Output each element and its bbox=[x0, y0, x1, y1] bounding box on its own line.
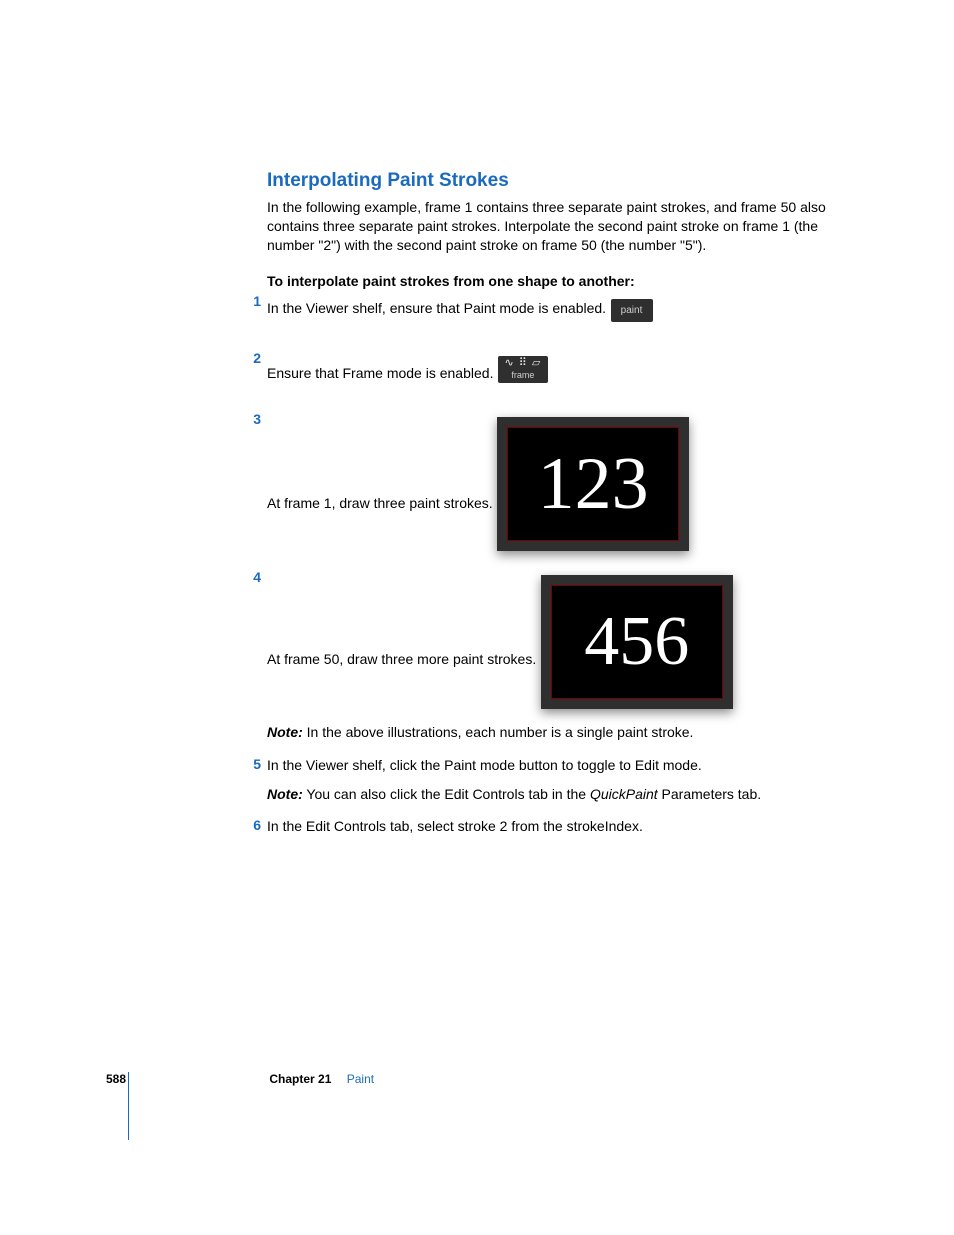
figure-456: 456 bbox=[541, 575, 733, 709]
step-3: 3 At frame 1, draw three paint strokes. … bbox=[267, 411, 857, 555]
step-number: 6 bbox=[247, 817, 261, 833]
step-5-note: Note: You can also click the Edit Contro… bbox=[267, 785, 857, 804]
step-text: At frame 50, draw three more paint strok… bbox=[267, 651, 536, 667]
step-number: 2 bbox=[247, 350, 261, 366]
step-6: 6 In the Edit Controls tab, select strok… bbox=[267, 817, 857, 836]
figure-123-text: 123 bbox=[538, 447, 649, 521]
step-text: At frame 1, draw three paint strokes. bbox=[267, 495, 493, 511]
procedure-heading: To interpolate paint strokes from one sh… bbox=[267, 273, 857, 289]
figure-123: 123 bbox=[497, 417, 689, 551]
step-1: 1 In the Viewer shelf, ensure that Paint… bbox=[267, 293, 857, 336]
page-number: 588 bbox=[106, 1072, 126, 1086]
note-text-pre: You can also click the Edit Controls tab… bbox=[303, 786, 590, 802]
footer-rule bbox=[128, 1072, 129, 1140]
chapter-name: Paint bbox=[347, 1072, 374, 1086]
note-text-post: Parameters tab. bbox=[658, 786, 762, 802]
step-number: 5 bbox=[247, 756, 261, 772]
section-heading: Interpolating Paint Strokes bbox=[267, 170, 857, 192]
note-label: Note: bbox=[267, 724, 303, 740]
step-number: 4 bbox=[247, 569, 261, 585]
step-number: 3 bbox=[247, 411, 261, 427]
step-number: 1 bbox=[247, 293, 261, 309]
note-label: Note: bbox=[267, 786, 303, 802]
page-footer: 588 Chapter 21 Paint bbox=[106, 1072, 374, 1086]
step-text: In the Viewer shelf, ensure that Paint m… bbox=[267, 300, 606, 316]
frame-icon-glyphs: ∿ ⠿ ▱ bbox=[502, 358, 544, 369]
figure-456-text: 456 bbox=[584, 607, 689, 677]
step-text: In the Viewer shelf, click the Paint mod… bbox=[267, 757, 702, 773]
paint-button-label: paint bbox=[611, 299, 653, 322]
step-4: 4 At frame 50, draw three more paint str… bbox=[267, 569, 857, 742]
note-text-em: QuickPaint bbox=[590, 786, 658, 802]
step-text: In the Edit Controls tab, select stroke … bbox=[267, 818, 643, 834]
step-5: 5 In the Viewer shelf, click the Paint m… bbox=[267, 756, 857, 804]
step-4-note: Note: In the above illustrations, each n… bbox=[267, 723, 857, 742]
step-text: Ensure that Frame mode is enabled. bbox=[267, 365, 493, 381]
frame-mode-icon: ∿ ⠿ ▱ frame bbox=[498, 356, 548, 383]
chapter-label: Chapter 21 bbox=[269, 1072, 331, 1086]
note-text: In the above illustrations, each number … bbox=[303, 724, 694, 740]
frame-button-label: frame bbox=[502, 371, 544, 380]
paint-mode-icon: paint bbox=[611, 299, 653, 322]
step-2: 2 Ensure that Frame mode is enabled. ∿ ⠿… bbox=[267, 350, 857, 397]
intro-paragraph: In the following example, frame 1 contai… bbox=[267, 198, 857, 255]
